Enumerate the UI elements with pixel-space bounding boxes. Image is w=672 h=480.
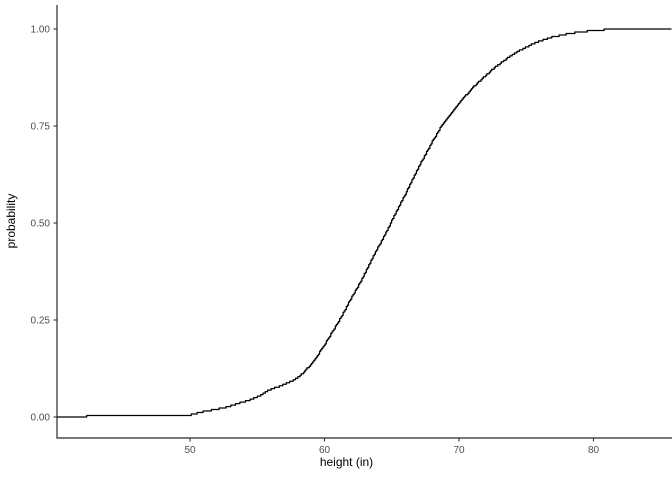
y-tick-label: 1.00: [31, 25, 51, 36]
x-tick-label: 70: [453, 445, 465, 456]
y-tick-label: 0.50: [31, 219, 51, 230]
x-tick-label: 60: [319, 445, 331, 456]
y-tick-label: 0.75: [31, 122, 51, 133]
x-tick-label: 50: [184, 445, 196, 456]
ecdf-curve: [56, 28, 672, 418]
x-tick-label: 80: [588, 445, 600, 456]
y-tick-label: 0.00: [31, 413, 51, 424]
y-tick-label: 0.25: [31, 316, 51, 327]
